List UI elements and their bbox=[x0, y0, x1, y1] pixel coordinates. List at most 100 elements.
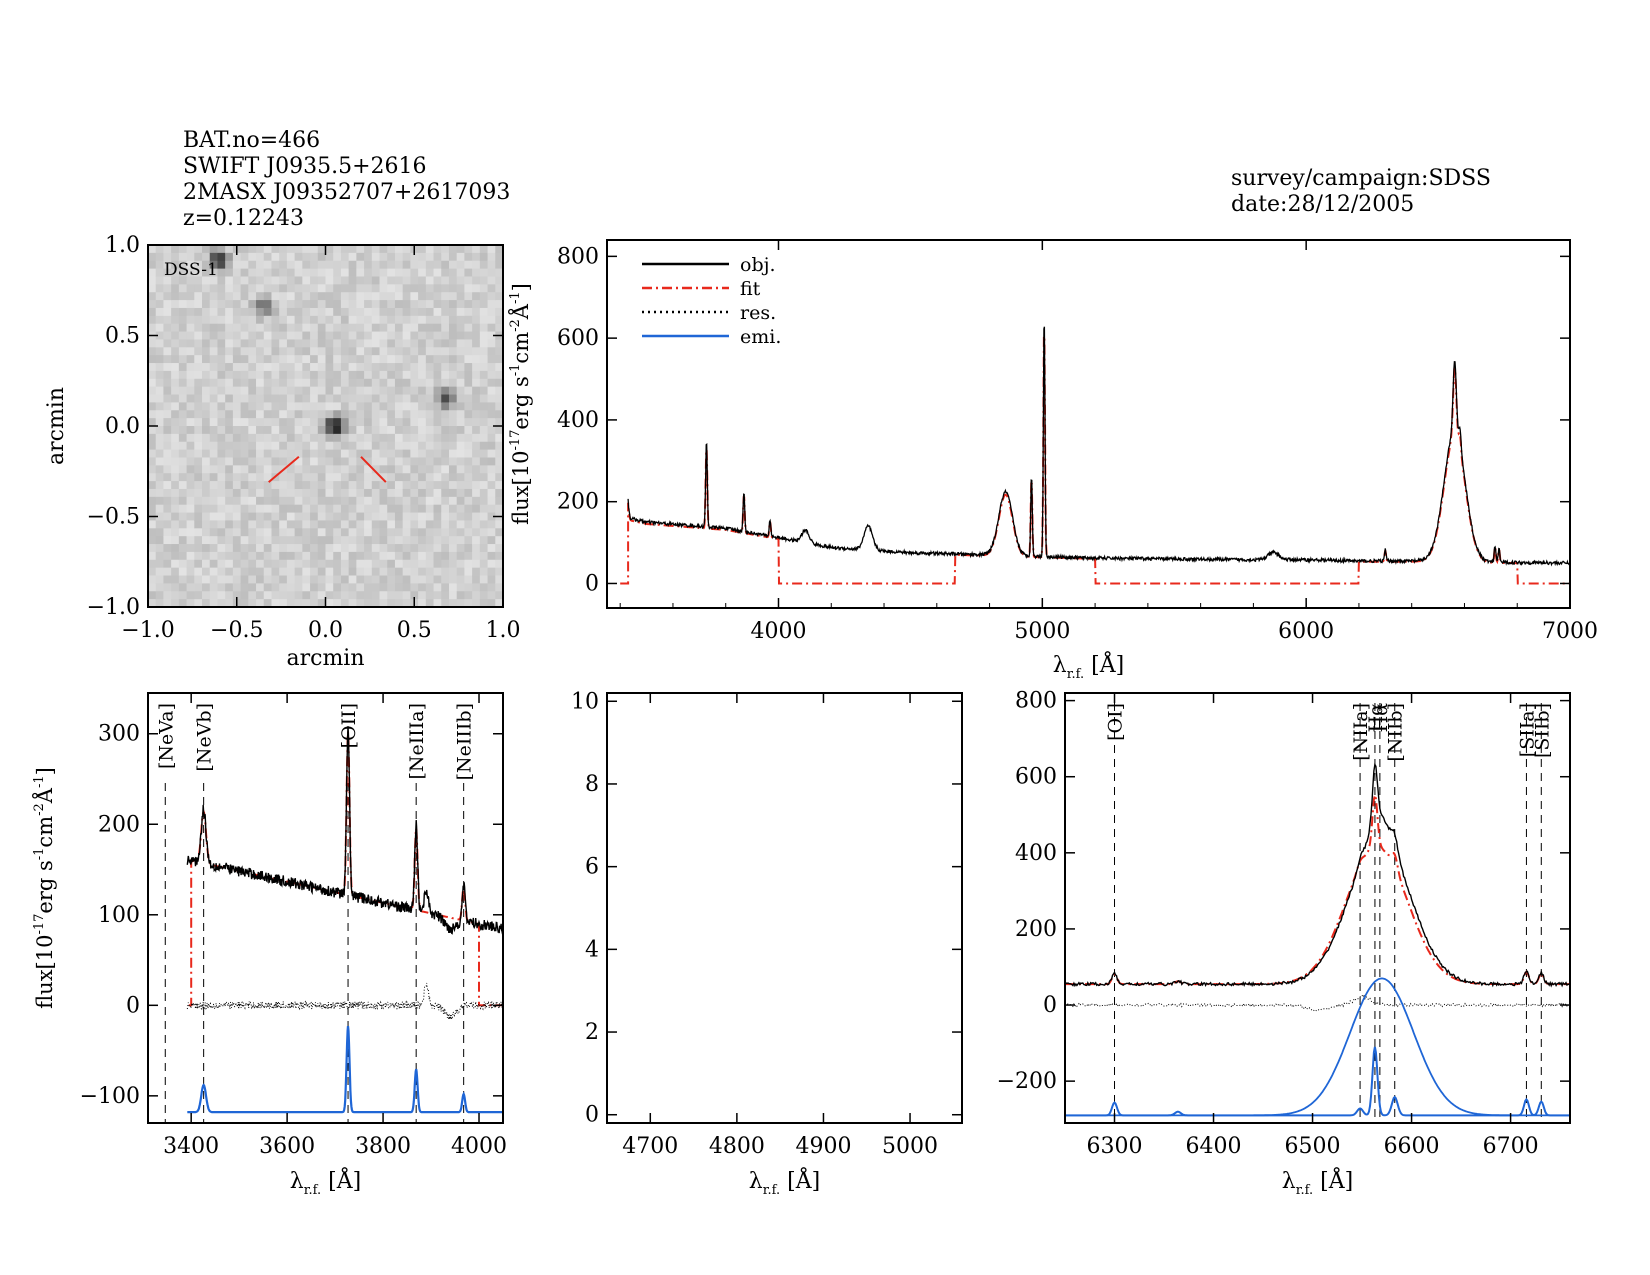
image-pixel bbox=[394, 370, 404, 380]
image-pixel bbox=[348, 583, 357, 592]
image-pixel bbox=[225, 363, 234, 372]
flux-label-part: -1 bbox=[508, 291, 523, 304]
image-pixel bbox=[364, 567, 373, 577]
image-pixel bbox=[425, 559, 435, 569]
image-pixel bbox=[418, 504, 427, 514]
image-pixel bbox=[148, 496, 157, 506]
image-pixel bbox=[418, 323, 427, 333]
image-pixel bbox=[225, 504, 234, 514]
image-pixel bbox=[286, 284, 296, 293]
image-pixel bbox=[441, 520, 450, 529]
image-pixel bbox=[240, 331, 249, 341]
image-pixel bbox=[310, 323, 319, 333]
image-pixel bbox=[232, 355, 242, 364]
image-pixel bbox=[202, 496, 211, 506]
image-pixel bbox=[256, 599, 265, 607]
image-pixel bbox=[302, 473, 311, 482]
image-pixel bbox=[178, 307, 188, 317]
image-pixel bbox=[495, 410, 503, 419]
image-pixel bbox=[232, 520, 242, 529]
image-pixel bbox=[178, 347, 188, 356]
image-pixel bbox=[240, 252, 249, 262]
image-pixel bbox=[317, 339, 327, 348]
image-pixel bbox=[425, 599, 435, 607]
lambda-unit: [Å] bbox=[321, 1166, 361, 1194]
image-pixel bbox=[325, 260, 334, 270]
image-pixel bbox=[194, 355, 203, 364]
image-pixel bbox=[371, 488, 381, 498]
image-pixel bbox=[333, 520, 342, 529]
image-pixel bbox=[487, 481, 496, 490]
image-pixel bbox=[163, 284, 172, 293]
image-pixel bbox=[225, 449, 234, 459]
image-pixel bbox=[263, 347, 273, 356]
image-pixel bbox=[433, 339, 442, 348]
image-pixel bbox=[240, 378, 249, 388]
image-pixel bbox=[302, 268, 311, 278]
image-pixel bbox=[387, 339, 396, 348]
image-pixel bbox=[248, 410, 257, 419]
image-pixel bbox=[209, 512, 219, 522]
image-pixel bbox=[171, 544, 180, 553]
image-pixel bbox=[379, 292, 388, 301]
image-pixel bbox=[441, 433, 450, 443]
image-pixel bbox=[279, 410, 288, 419]
image-pixel bbox=[155, 433, 165, 443]
image-pixel bbox=[310, 551, 319, 561]
image-pixel bbox=[256, 512, 265, 522]
image-pixel bbox=[340, 370, 350, 380]
image-pixel bbox=[171, 591, 180, 600]
image-pixel bbox=[232, 410, 242, 419]
image-pixel bbox=[217, 599, 226, 607]
image-pixel bbox=[371, 323, 381, 333]
image-pixel bbox=[387, 473, 396, 482]
image-pixel bbox=[302, 591, 311, 600]
image-pixel bbox=[418, 394, 427, 403]
residual-line bbox=[186, 982, 503, 1020]
image-pixel bbox=[394, 496, 404, 506]
image-pixel bbox=[441, 363, 450, 372]
image-pixel bbox=[379, 512, 388, 522]
image-pixel bbox=[271, 512, 280, 522]
image-pixel bbox=[171, 260, 180, 270]
image-pixel bbox=[379, 410, 388, 419]
image-pixel bbox=[402, 418, 411, 427]
image-pixel bbox=[155, 323, 165, 333]
image-pixel bbox=[410, 441, 419, 451]
image-pixel bbox=[263, 583, 273, 592]
image-pixel bbox=[271, 599, 280, 607]
image-pixel bbox=[194, 559, 203, 569]
image-pixel bbox=[456, 245, 466, 254]
image-pixel bbox=[263, 402, 273, 411]
image-pixel bbox=[479, 449, 489, 459]
image-pixel bbox=[410, 473, 419, 482]
image-pixel bbox=[479, 339, 489, 348]
image-pixel bbox=[217, 591, 226, 600]
image-pixel bbox=[495, 426, 503, 435]
image-pixel bbox=[202, 520, 211, 529]
image-pixel bbox=[302, 559, 311, 569]
image-pixel bbox=[487, 307, 496, 317]
image-pixel bbox=[240, 441, 249, 451]
image-pixel bbox=[333, 599, 342, 607]
image-pixel bbox=[256, 284, 265, 293]
image-pixel bbox=[279, 512, 288, 522]
image-pixel bbox=[286, 512, 296, 522]
image-pixel bbox=[178, 496, 188, 506]
image-pixel bbox=[356, 496, 365, 506]
image-pixel bbox=[356, 441, 365, 451]
image-pixel bbox=[333, 591, 342, 600]
image-pixel bbox=[394, 252, 404, 262]
image-pixel bbox=[379, 551, 388, 561]
image-pixel bbox=[410, 410, 419, 419]
image-pixel bbox=[286, 339, 296, 348]
image-pixel bbox=[279, 300, 288, 309]
image-pixel bbox=[202, 378, 211, 388]
image-pixel bbox=[418, 449, 427, 459]
image-pixel bbox=[271, 583, 280, 592]
line-label: [NIIb] bbox=[1385, 703, 1407, 762]
image-pixel bbox=[178, 260, 188, 270]
image-pixel bbox=[379, 386, 388, 396]
image-pixel bbox=[271, 551, 280, 561]
image-pixel bbox=[163, 268, 172, 278]
